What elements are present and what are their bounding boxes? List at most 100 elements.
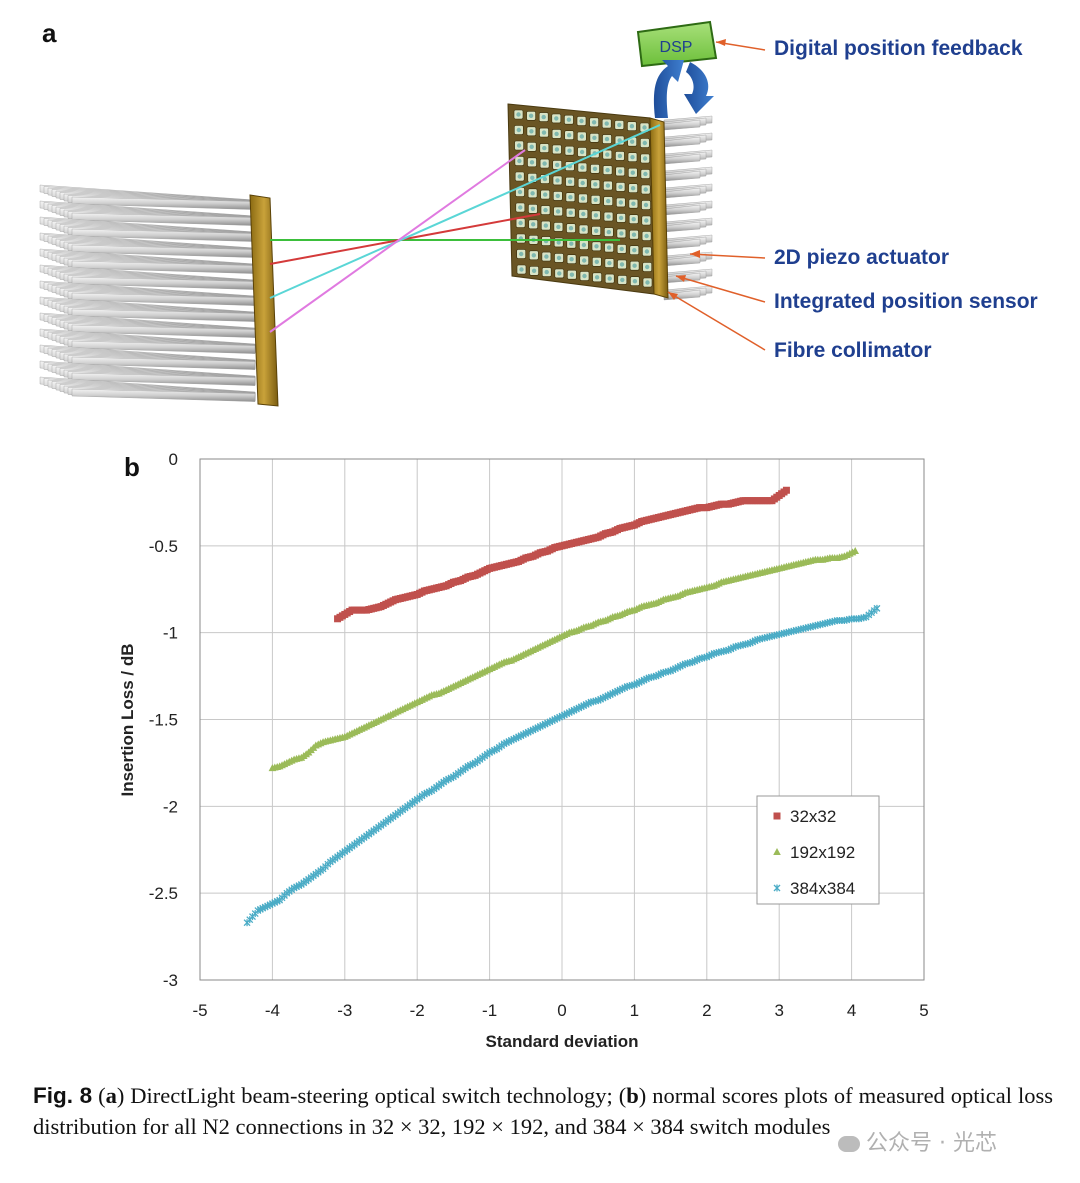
mirror-lens <box>542 145 547 151</box>
x-tick-label: 0 <box>557 1001 566 1020</box>
mirror-lens <box>543 192 548 197</box>
mirror-lens <box>645 264 650 270</box>
legend-label: 192x192 <box>790 843 855 862</box>
mirror-lens <box>630 155 635 160</box>
mirror-lens <box>529 129 534 134</box>
mirror-lens <box>580 180 585 186</box>
mirror-lens <box>631 217 636 222</box>
mirror-lens <box>631 232 637 237</box>
mirror-lens <box>618 169 623 174</box>
mirror-lens <box>632 279 638 284</box>
pink-beam <box>269 149 526 333</box>
x-tick-label: -3 <box>337 1001 352 1020</box>
mirror-lens <box>519 267 524 272</box>
mirror-lens <box>519 251 524 257</box>
mirror-lens <box>644 218 649 223</box>
legend-marker <box>773 848 781 855</box>
mirror-lens <box>643 202 649 208</box>
series-192x192 <box>268 547 860 772</box>
figure-caption: Fig. 8 (a) DirectLight beam-steering opt… <box>33 1083 1053 1139</box>
mirror-lens <box>620 277 625 283</box>
x-tick-label: 1 <box>630 1001 639 1020</box>
mirror-lens <box>580 165 585 170</box>
optical-beams <box>269 124 661 333</box>
feedback-arrow-up <box>653 60 684 118</box>
mirror-lens <box>580 196 586 201</box>
mirror-lens <box>544 269 549 275</box>
right-collimator-plate <box>649 117 669 299</box>
y-tick-labels: 0 -0.5 -1 -1.5 -2 -2.5 -3 <box>149 450 178 990</box>
mirror-lens <box>579 118 584 124</box>
chart-legend: 32x32 192x192 384x384 <box>756 795 880 905</box>
x-tick-label: 2 <box>702 1001 711 1020</box>
callout-arrowheads <box>668 39 726 300</box>
callout-leaders <box>667 41 766 351</box>
x-tick-label: -4 <box>265 1001 280 1020</box>
mirror-lens <box>591 120 597 125</box>
mirror-lens <box>567 148 572 153</box>
mirror-lens <box>554 131 559 137</box>
mirror-lens <box>645 280 650 285</box>
mirror-lens <box>630 186 636 191</box>
mirror-lens <box>555 178 560 183</box>
mirror-lens <box>630 170 635 175</box>
normal-scores-chart: -5 -4 -3 -2 -1 0 1 2 3 4 5 0 -0.5 -1 -1.5 -2 -2.5 -3 Sta… <box>118 450 929 1051</box>
mirror-lens <box>581 211 586 217</box>
mirror-lens <box>605 152 610 157</box>
mirror-lens <box>531 253 536 258</box>
x-tick-label: -2 <box>410 1001 425 1020</box>
mirror-lens <box>629 124 635 129</box>
mirror-lens <box>643 187 648 192</box>
x-tick-label: 5 <box>919 1001 928 1020</box>
mirror-lens <box>542 161 547 166</box>
mirror-lens <box>581 227 586 232</box>
mirror-lens <box>618 215 624 221</box>
mirror-lens <box>606 214 611 219</box>
callout-fibre-collimator: Fibre collimator <box>774 339 932 362</box>
fibre-rod <box>71 372 256 386</box>
feedback-arrow-down <box>684 62 714 114</box>
mirror-lens <box>517 158 522 164</box>
mirror-lens <box>593 197 598 202</box>
mirror-lens <box>568 195 573 200</box>
mirror-lens <box>556 240 561 245</box>
mirror-lens <box>604 136 610 142</box>
mirror-lens <box>582 258 587 263</box>
chart-axes <box>199 458 925 981</box>
mirror-lens <box>631 201 636 206</box>
y-tick-label: -2 <box>163 797 178 816</box>
caption-part-b-text: normal scores plots of measured optical … <box>33 1083 1053 1139</box>
mirror-lens <box>617 153 623 159</box>
y-tick-label: -0.5 <box>149 537 178 556</box>
mirror-lens <box>517 174 522 179</box>
legend-marker <box>773 884 781 892</box>
mirror-lens <box>554 116 559 121</box>
callout-integrated-position-sensor: Integrated position sensor <box>774 290 1038 313</box>
mirror-lens <box>516 127 521 133</box>
panel-a-letter: a <box>42 18 57 48</box>
data-point <box>851 547 860 555</box>
mirror-lens <box>604 121 609 126</box>
fibre-rod <box>71 356 256 370</box>
fibre-rod <box>71 388 256 402</box>
mirror-lens <box>530 206 536 211</box>
mirror-lens <box>605 183 611 188</box>
mirror-lens <box>516 112 521 117</box>
mirror-lens <box>581 242 587 248</box>
series-384x384 <box>243 604 881 927</box>
mirror-lens <box>618 200 623 205</box>
plot-area-border <box>199 458 925 981</box>
watermark: 公众号 · 光芯 <box>838 1125 997 1157</box>
mirror-lens <box>594 275 600 280</box>
mirror-lens <box>531 222 536 227</box>
mirror-lens <box>567 179 573 184</box>
y-tick-label: -2.5 <box>149 884 178 903</box>
series-32x32 <box>334 486 790 623</box>
mirror-lens <box>630 139 635 144</box>
y-tick-label: 0 <box>169 450 178 469</box>
x-tick-label: -5 <box>192 1001 207 1020</box>
mirror-lens <box>594 228 599 233</box>
mirror-lens <box>544 254 549 259</box>
mirror-lens <box>543 223 548 228</box>
mirror-lens <box>594 259 599 264</box>
